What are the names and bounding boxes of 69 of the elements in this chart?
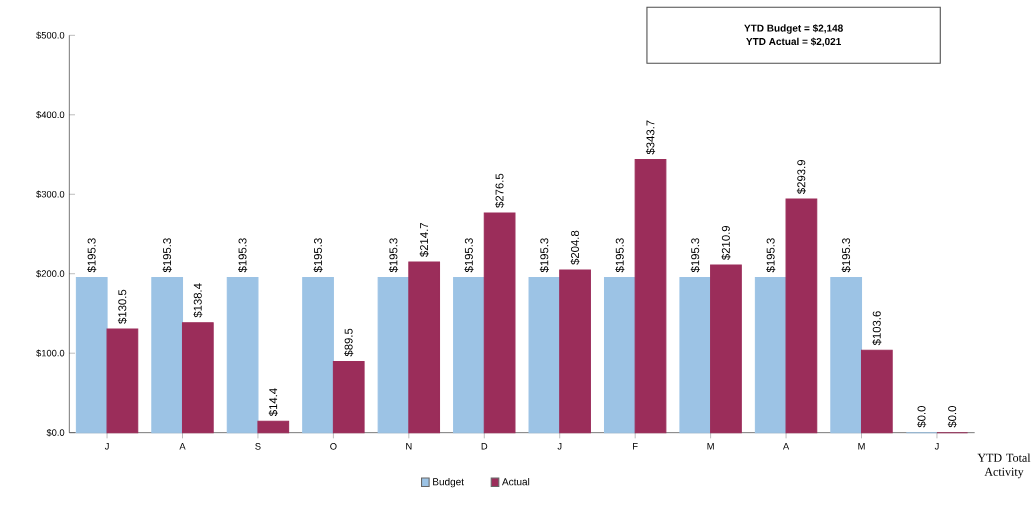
annotation: YTD Actual = $2,021	[746, 37, 841, 47]
x-tick-label: M	[707, 443, 714, 450]
data-label: $103.6	[872, 311, 882, 346]
bar	[181, 322, 214, 434]
bar	[377, 276, 410, 434]
y-tick-label: $100.0	[36, 349, 65, 357]
data-label: $130.5	[117, 289, 127, 324]
data-label: $195.3	[539, 238, 549, 273]
bar	[528, 276, 561, 434]
bar	[453, 276, 485, 434]
x-tick-label: J	[934, 443, 939, 450]
data-label: $0.0	[917, 406, 927, 428]
bar	[830, 276, 863, 434]
legend-label: Actual	[502, 478, 530, 486]
legend-label: Budget	[433, 478, 464, 488]
y-tick-label: $300.0	[36, 190, 65, 199]
y-tick-label: $500.0	[36, 31, 65, 40]
bar	[151, 276, 184, 434]
bar	[226, 276, 259, 434]
data-label: $138.4	[193, 283, 203, 318]
x-tick-label: A	[179, 443, 186, 450]
data-label: $0.0	[947, 406, 957, 428]
data-label: $195.3	[464, 238, 474, 273]
data-label: $214.7	[419, 222, 429, 257]
bar	[679, 276, 712, 434]
bar	[634, 159, 667, 434]
bar	[332, 361, 365, 434]
data-label: $89.5	[344, 328, 354, 357]
x-tick-label: A	[782, 443, 790, 450]
x-tick-label: D	[481, 443, 488, 450]
x-tick-label: J	[557, 443, 562, 450]
data-label: $195.3	[841, 238, 851, 273]
data-label: $195.3	[388, 238, 399, 273]
data-label: $195.3	[690, 238, 700, 273]
x-tick-label: N	[406, 443, 412, 450]
bar	[754, 276, 787, 434]
data-label: $195.3	[87, 238, 97, 273]
x-tick-label: O	[330, 443, 337, 450]
bar	[785, 198, 818, 434]
y-tick-label: $0.0	[46, 428, 65, 437]
data-label: $210.9	[721, 225, 731, 260]
bar	[483, 212, 516, 434]
data-label: $204.8	[570, 230, 580, 265]
text: YTD Budget = $2,148	[744, 24, 843, 34]
data-label: $195.3	[313, 238, 323, 273]
bar	[603, 276, 636, 434]
y-tick-label: $400.0	[36, 111, 65, 119]
x-tick-label: F	[633, 443, 638, 450]
x-tick-label: J	[104, 443, 109, 450]
data-label: $14.4	[268, 388, 278, 417]
bar	[559, 269, 591, 434]
x-tick-label: S	[255, 443, 261, 450]
data-label: $343.7	[645, 120, 656, 155]
bar	[408, 261, 441, 434]
data-label: $293.9	[796, 160, 806, 195]
data-label: $195.3	[615, 238, 625, 273]
bar	[710, 264, 742, 434]
data-label: $195.3	[766, 238, 776, 273]
data-label: $276.5	[495, 173, 505, 208]
data-label: $195.3	[238, 238, 248, 273]
text: YTD Total Activity	[977, 453, 1031, 479]
bar	[257, 420, 290, 434]
bar	[860, 349, 893, 434]
bar	[106, 328, 139, 434]
bar	[302, 276, 334, 434]
y-tick-label: $200.0	[36, 269, 65, 278]
x-tick-label: M	[858, 443, 865, 450]
data-label: $195.3	[162, 238, 172, 273]
bar	[75, 276, 108, 434]
